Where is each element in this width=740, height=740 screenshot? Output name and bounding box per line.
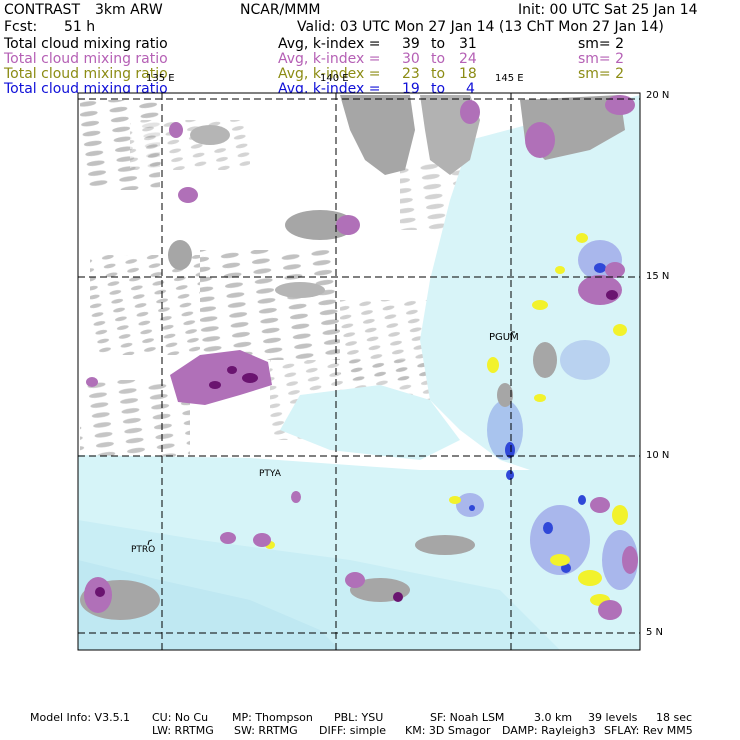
model-resolution: 3km ARW: [95, 2, 163, 18]
lon-label-140e: 140 E: [320, 73, 349, 84]
station-markers: [147, 331, 515, 546]
init-time: Init: 00 UTC Sat 25 Jan 14: [518, 2, 698, 18]
footer-levels: 39 levels: [588, 711, 638, 724]
lat-label-15n: 15 N: [646, 271, 670, 282]
footer-diffusion: DIFF: simple: [319, 724, 387, 737]
map-frame: [77, 92, 641, 651]
legend-smoothing: sm= 2: [578, 51, 625, 67]
lat-label-20n: 20 N: [646, 90, 670, 101]
legend-range-to: 24: [459, 51, 477, 67]
legend-label: Total cloud mixing ratio: [4, 66, 168, 82]
footer-grid-spacing: 3.0 km: [534, 711, 573, 724]
legend-avg: Avg, k-index =: [278, 36, 381, 52]
legend-range-from: 23: [402, 66, 420, 82]
footer-km: KM: 3D Smagor: [405, 724, 491, 737]
legend-label: Total cloud mixing ratio: [4, 51, 168, 67]
lon-label-135e: 135 E: [146, 73, 175, 84]
legend-label: Total cloud mixing ratio: [4, 36, 168, 52]
legend-range-to: 4: [466, 81, 475, 97]
station-marker-ptro: [147, 539, 153, 546]
legend-smoothing: sm= 2: [578, 66, 625, 82]
model-name: CONTRAST: [4, 2, 80, 18]
gray-cloud-blobs: [80, 95, 625, 620]
footer-surface-layer: SFLAY: Rev MM5: [604, 724, 693, 737]
cyan-cloud-region: [78, 95, 640, 650]
station-label-ptya: PTYA: [259, 469, 281, 479]
yellow-cloud-patches: [265, 233, 628, 606]
forecast-hours: 51 h: [64, 19, 96, 35]
legend-smoothing: sm= 2: [578, 36, 625, 52]
legend-range-from: 30: [402, 51, 420, 67]
lat-label-10n: 10 N: [646, 450, 670, 461]
lat-lon-grid: [78, 93, 640, 650]
footer-microphysics: MP: Thompson: [232, 711, 313, 724]
footer-surface: SF: Noah LSM: [430, 711, 505, 724]
lat-label-5n: 5 N: [646, 627, 664, 638]
station-label-ptro: PTRO: [131, 545, 156, 555]
legend-to: to: [431, 66, 446, 82]
footer-longwave: LW: RRTMG: [152, 724, 214, 737]
legend-to: to: [431, 36, 446, 52]
station-marker-pgum: [509, 331, 515, 336]
organization: NCAR/MMM: [240, 2, 321, 18]
purple-cloud-clusters: [84, 95, 638, 620]
legend-avg: Avg, k-index =: [278, 51, 381, 67]
footer-damping: DAMP: Rayleigh3: [502, 724, 596, 737]
legend-range-to: 31: [459, 36, 477, 52]
footer-cumulus: CU: No Cu: [152, 711, 209, 724]
lon-label-145e: 145 E: [495, 73, 524, 84]
footer-timestep: 18 sec: [656, 711, 693, 724]
light-blue-cloud: [456, 240, 638, 590]
forecast-label: Fcst:: [4, 19, 38, 35]
footer-pbl: PBL: YSU: [334, 711, 384, 724]
legend-range-to: 18: [459, 66, 477, 82]
footer-shortwave: SW: RRTMG: [234, 724, 298, 737]
legend-avg: Avg, k-index =: [278, 66, 381, 82]
valid-time: Valid: 03 UTC Mon 27 Jan 14 (13 ChT Mon …: [297, 19, 664, 35]
legend-range-from: 39: [402, 36, 420, 52]
footer-model-version: Model Info: V3.5.1: [30, 711, 131, 724]
legend-to: to: [431, 51, 446, 67]
station-label-pgum: PGUM: [489, 332, 519, 343]
